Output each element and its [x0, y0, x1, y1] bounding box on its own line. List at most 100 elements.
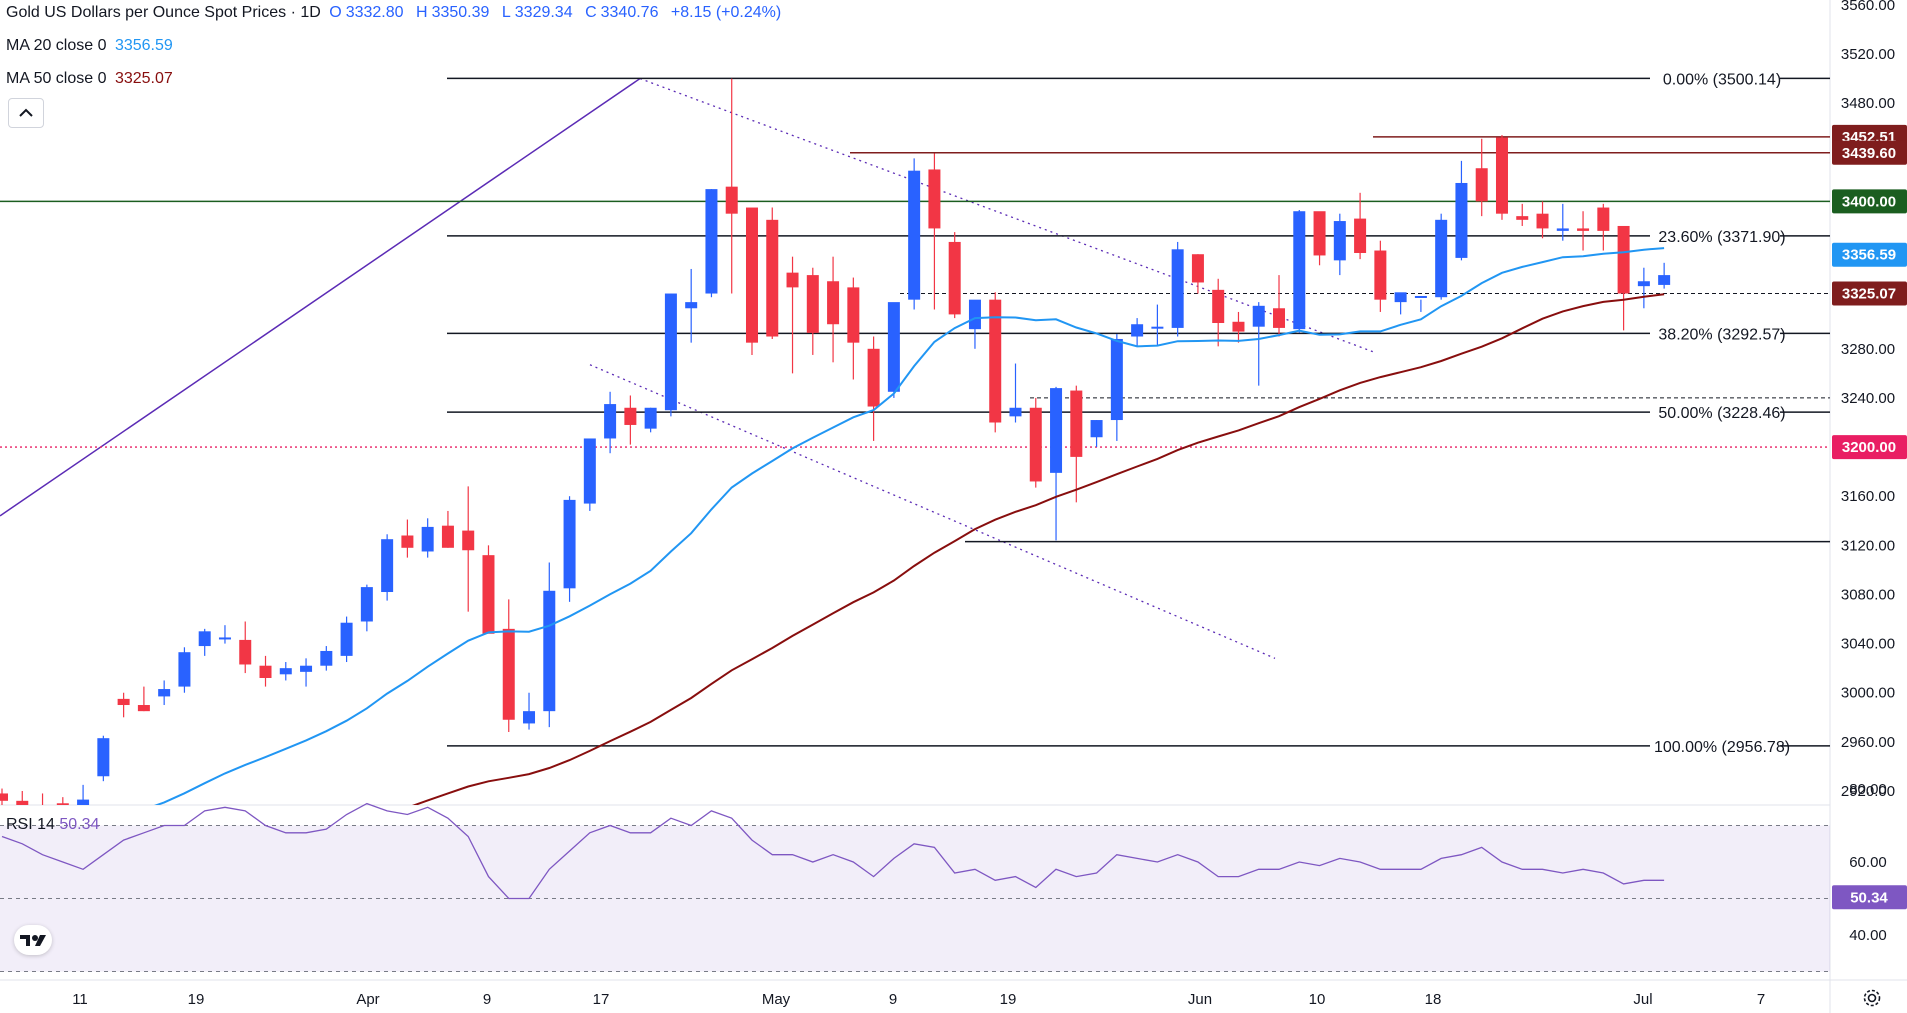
candle-body — [664, 293, 677, 411]
candle-body — [624, 407, 637, 425]
price-tick-label: 3520.00 — [1841, 46, 1895, 63]
price-tick-label: 3040.00 — [1841, 636, 1895, 653]
settings-gear-icon[interactable] — [1862, 988, 1882, 1008]
price-tag-box — [1832, 281, 1907, 306]
candle-body — [1110, 338, 1123, 421]
time-tick-label: Jun — [1188, 991, 1212, 1008]
price-tag-label: 3200.00 — [1842, 439, 1896, 456]
high-label: H — [416, 4, 428, 21]
close-value: 3340.76 — [600, 4, 659, 21]
candle-body — [1414, 295, 1427, 298]
candle-body — [158, 689, 171, 697]
candle-body — [725, 186, 738, 214]
rsi-legend[interactable]: RSI 14 50.34 — [6, 816, 99, 834]
time-tick-label: May — [762, 991, 791, 1008]
candle-body — [685, 302, 698, 309]
price-tick-label: 3280.00 — [1841, 341, 1895, 358]
rsi-tick-label: 60.00 — [1849, 854, 1887, 871]
time-tick-label: 19 — [188, 991, 205, 1008]
candle-body — [745, 207, 758, 343]
candle-body — [583, 438, 596, 504]
candle-body — [0, 793, 8, 801]
time-tick-label: 19 — [1000, 991, 1017, 1008]
candle-body — [1495, 137, 1508, 214]
price-tag-label: 3325.07 — [1842, 285, 1896, 302]
candle-body — [847, 287, 860, 343]
price-tick-label: 3560.00 — [1841, 0, 1895, 14]
price-tag-label: 3439.60 — [1842, 145, 1896, 162]
candle-body — [1374, 250, 1387, 300]
candle-body — [1171, 249, 1184, 328]
ma50-value: 3325.07 — [114, 70, 173, 87]
price-tick-label: 3080.00 — [1841, 586, 1895, 603]
candle-body — [340, 622, 353, 656]
low-value: 3329.34 — [514, 4, 573, 21]
candle-body — [218, 637, 231, 640]
candle-body — [1232, 321, 1245, 332]
rsi-value-tag — [1832, 885, 1907, 910]
candle-body — [1597, 207, 1610, 231]
candle-body — [239, 639, 252, 665]
candle-body — [178, 652, 191, 687]
ma20-legend[interactable]: MA 20 close 0 3356.59 — [6, 37, 177, 55]
candle-body — [968, 299, 981, 330]
candle-body — [908, 170, 921, 300]
trend-line — [0, 77, 641, 517]
candle-body — [1151, 326, 1164, 329]
candle-body — [401, 535, 414, 548]
candle-body — [543, 590, 556, 712]
candle-body — [77, 799, 90, 805]
candle-body — [1293, 211, 1306, 330]
candle-body — [1658, 275, 1671, 285]
price-tag-label: 3356.59 — [1842, 247, 1896, 264]
candle-body — [766, 219, 779, 337]
candle-body — [56, 803, 69, 805]
rsi-tick-label: 80.00 — [1849, 781, 1887, 798]
candle-body — [1394, 292, 1407, 303]
close-label: C — [585, 4, 597, 21]
price-tick-label: 2960.00 — [1841, 734, 1895, 751]
chevron-up-icon — [19, 108, 33, 117]
time-tick-label: 9 — [889, 991, 897, 1008]
candle-body — [989, 299, 1002, 423]
candle-body — [1029, 407, 1042, 482]
candle-body — [117, 698, 130, 706]
fib-level-label: 50.00% (3228.46) — [1658, 405, 1785, 422]
candle-body — [827, 281, 840, 325]
open-value: 3332.80 — [345, 4, 404, 21]
candle-body — [604, 404, 617, 439]
fib-level-label: 100.00% (2956.78) — [1654, 739, 1790, 756]
candle-body — [16, 800, 29, 805]
time-tick-label: Jul — [1633, 991, 1652, 1008]
candle-body — [1050, 388, 1063, 473]
time-tick-label: 17 — [593, 991, 610, 1008]
candle-body — [1475, 168, 1488, 202]
time-tick-label: 7 — [1757, 991, 1765, 1008]
candle-body — [1435, 219, 1448, 298]
price-tag-box — [1832, 435, 1907, 460]
candle-body — [523, 711, 536, 724]
fib-level-label: 0.00% (3500.14) — [1663, 71, 1781, 88]
ma50-legend[interactable]: MA 50 close 0 3325.07 — [6, 70, 177, 88]
price-tick-label: 3240.00 — [1841, 390, 1895, 407]
candle-body — [1090, 420, 1103, 438]
candle-body — [482, 555, 495, 634]
candle-body — [1212, 289, 1225, 324]
collapse-legend-button[interactable] — [8, 98, 44, 128]
price-tick-label: 2920.00 — [1841, 783, 1895, 800]
candle-body — [806, 275, 819, 333]
high-value: 3350.39 — [431, 4, 490, 21]
candle-body — [1252, 305, 1265, 327]
candle-body — [1536, 213, 1549, 229]
channel-lower-line — [589, 364, 1276, 659]
open-label: O — [329, 4, 342, 21]
time-tick-label: 18 — [1425, 991, 1442, 1008]
candle-body — [97, 738, 110, 777]
tradingview-logo-icon[interactable] — [14, 925, 52, 955]
price-tag-box — [1832, 242, 1907, 267]
price-tick-label: 3480.00 — [1841, 95, 1895, 112]
fib-level-label: 23.60% (3371.90) — [1658, 229, 1785, 246]
rsi-value: 50.34 — [59, 816, 100, 833]
candle-body — [502, 628, 515, 720]
